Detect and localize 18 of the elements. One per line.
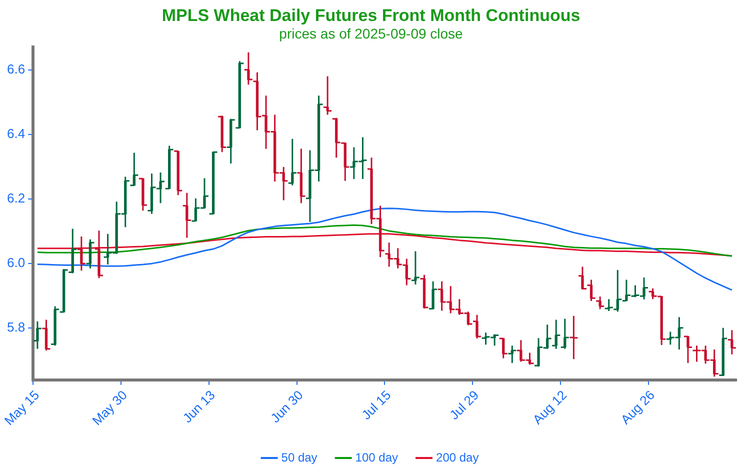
- chart-title: MPLS Wheat Daily Futures Front Month Continuous: [162, 6, 580, 25]
- x-tick-label: Jun 13: [180, 387, 218, 426]
- x-tick-label: Jun 30: [268, 387, 306, 426]
- y-tick-label: 6.2: [6, 190, 26, 206]
- legend-label: 100 day: [355, 450, 398, 464]
- y-tick-label: 6.4: [6, 126, 26, 141]
- x-tick-label: Jul 15: [358, 387, 394, 423]
- y-tick-label: 5.8: [6, 320, 26, 335]
- x-tick-label: May 30: [89, 387, 130, 428]
- y-tick-label: 6.0: [6, 255, 26, 270]
- chart-subtitle: prices as of 2025-09-09 close: [279, 26, 464, 42]
- x-tick-label: May 15: [1, 387, 42, 428]
- legend-label: 50 day: [281, 450, 318, 464]
- x-tick-label: Jul 29: [446, 387, 482, 423]
- legend-label: 200 day: [436, 450, 479, 464]
- x-tick-label: Aug 12: [530, 387, 570, 428]
- x-tick-label: Aug 26: [618, 387, 658, 428]
- y-tick-label: 6.6: [6, 61, 26, 76]
